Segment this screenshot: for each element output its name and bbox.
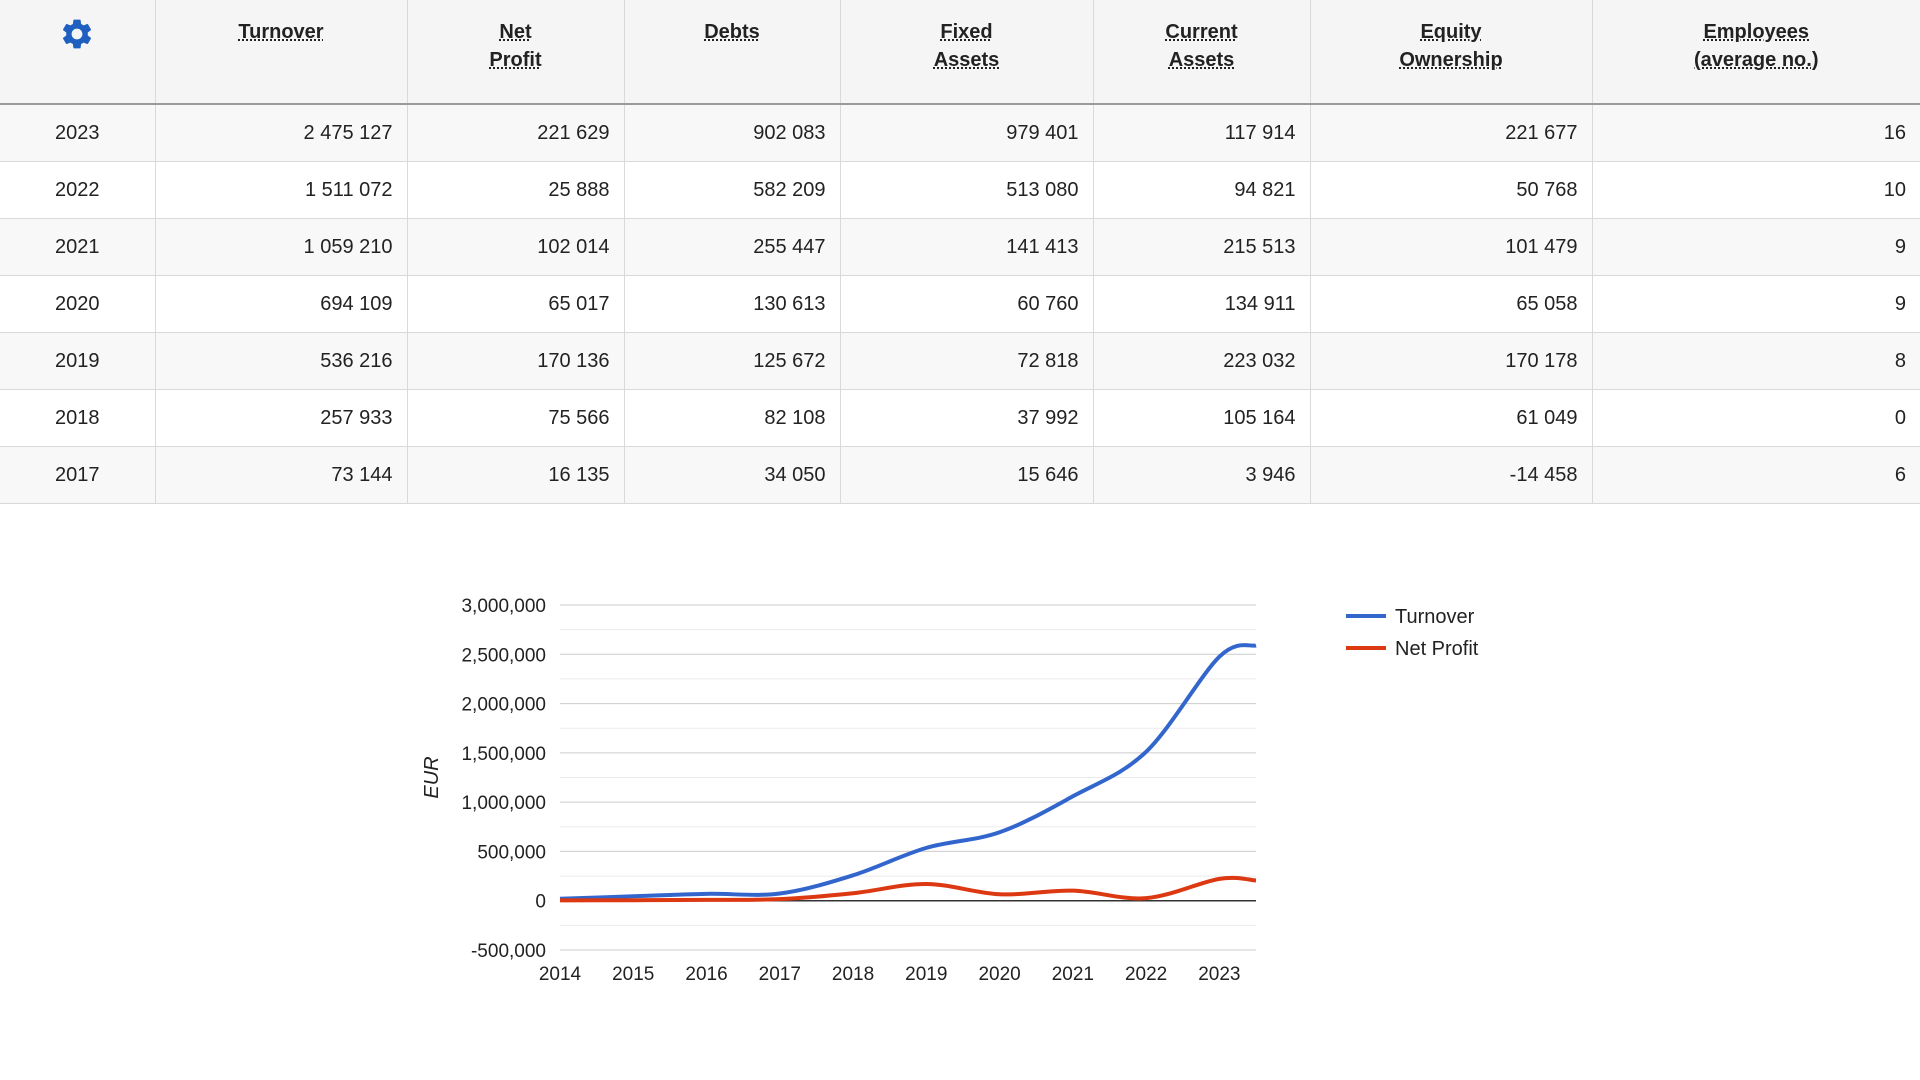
year-cell: 2021: [0, 218, 155, 276]
table-cell: 105 164: [1092, 389, 1310, 447]
year-cell: 2023: [0, 104, 155, 162]
x-tick-label: 2016: [685, 964, 727, 985]
x-tick-label: 2014: [539, 964, 582, 985]
table-cell: 6: [1591, 446, 1920, 504]
col-header-debts[interactable]: Debts: [623, 0, 840, 105]
table-cell: 73 144: [154, 446, 407, 504]
table-cell: 75 566: [406, 389, 624, 447]
table-row: 2022 1 511 072 25 888 582 209 513 080 94 821 5…: [0, 161, 1920, 219]
table-row: 2021 1 059 210 102 014 255 447 141 413 215 51…: [0, 218, 1920, 276]
table-cell: 82 108: [623, 389, 840, 447]
x-tick-label: 2019: [905, 964, 947, 985]
year-cell: 2018: [0, 389, 155, 447]
table-cell: 257 933: [154, 389, 407, 447]
table-row: 2018 257 933 75 566 82 108 37 992 105 164 61 0…: [0, 389, 1920, 447]
y-tick-label: 0: [535, 892, 546, 913]
table-row: 2020 694 109 65 017 130 613 60 760 134 911 65 …: [0, 275, 1920, 333]
legend-label: Net Profit: [1395, 638, 1479, 660]
y-axis-label: EUR: [421, 756, 443, 798]
table-cell: 16 135: [406, 446, 624, 504]
y-tick-label: 1,000,000: [461, 793, 546, 814]
y-tick-label: 1,500,000: [461, 744, 546, 765]
table-cell: 34 050: [623, 446, 840, 504]
table-cell: 9: [1591, 218, 1920, 276]
year-cell: 2022: [0, 161, 155, 219]
table-row: 2019 536 216 170 136 125 672 72 818 223 032 17…: [0, 332, 1920, 390]
col-header-employees[interactable]: Employees (average no.): [1591, 0, 1920, 105]
table-cell: 16: [1591, 104, 1920, 162]
x-tick-label: 2022: [1125, 964, 1167, 985]
y-tick-label: 3,000,000: [461, 596, 546, 617]
table-cell: 255 447: [623, 218, 840, 276]
table-cell: 94 821: [1092, 161, 1310, 219]
table-cell: 117 914: [1092, 104, 1310, 162]
table-cell: 170 136: [406, 332, 624, 390]
col-header-turnover[interactable]: Turnover: [154, 0, 407, 105]
table-cell: -14 458: [1309, 446, 1592, 504]
table-cell: 694 109: [154, 275, 407, 333]
table-cell: 15 646: [839, 446, 1093, 504]
table-body: 2023 2 475 127 221 629 902 083 979 401 117 91…: [0, 104, 1920, 504]
table-cell: 125 672: [623, 332, 840, 390]
x-tick-label: 2017: [759, 964, 801, 985]
table-cell: 8: [1591, 332, 1920, 390]
table-cell: 50 768: [1309, 161, 1592, 219]
y-tick-label: 2,500,000: [461, 645, 546, 666]
table-cell: 221 629: [406, 104, 624, 162]
table-cell: 9: [1591, 275, 1920, 333]
table-cell: 0: [1591, 389, 1920, 447]
col-header-fixed-assets[interactable]: Fixed Assets: [839, 0, 1093, 105]
year-cell: 2020: [0, 275, 155, 333]
x-tick-label: 2018: [832, 964, 874, 985]
col-header-net-profit[interactable]: Net Profit: [406, 0, 624, 105]
table-cell: 979 401: [839, 104, 1093, 162]
table-cell: 72 818: [839, 332, 1093, 390]
table-row: 2023 2 475 127 221 629 902 083 979 401 117 91…: [0, 104, 1920, 162]
y-tick-label: 2,000,000: [461, 695, 546, 716]
table-cell: 65 017: [406, 275, 624, 333]
gear-icon[interactable]: [59, 16, 95, 60]
table-cell: 1 059 210: [154, 218, 407, 276]
table-cell: 1 511 072: [154, 161, 407, 219]
table-cell: 223 032: [1092, 332, 1310, 390]
table-cell: 902 083: [623, 104, 840, 162]
table-cell: 37 992: [839, 389, 1093, 447]
x-tick-label: 2023: [1198, 964, 1240, 985]
table-cell: 141 413: [839, 218, 1093, 276]
series-line-turnover: [559, 643, 1257, 901]
year-cell: 2019: [0, 332, 155, 390]
legend-label: Turnover: [1395, 606, 1475, 628]
table-cell: 215 513: [1092, 218, 1310, 276]
table-cell: 10: [1591, 161, 1920, 219]
x-tick-label: 2021: [1052, 964, 1094, 985]
x-tick-label: 2015: [612, 964, 654, 985]
table-cell: 536 216: [154, 332, 407, 390]
table-cell: 221 677: [1309, 104, 1592, 162]
col-header-current-assets[interactable]: Current Assets: [1092, 0, 1310, 105]
settings-header-cell: [0, 0, 155, 105]
y-tick-label: -500,000: [471, 941, 546, 962]
x-tick-label: 2020: [978, 964, 1020, 985]
table-cell: 101 479: [1309, 218, 1592, 276]
table-row: 2017 73 144 16 135 34 050 15 646 3 946 -14 458…: [0, 446, 1920, 504]
year-cell: 2017: [0, 446, 155, 504]
table-cell: 130 613: [623, 275, 840, 333]
table-cell: 61 049: [1309, 389, 1592, 447]
table-cell: 3 946: [1092, 446, 1310, 504]
table-header: Turnover Net Profit Debts Fixed Assets Cur…: [0, 0, 1920, 105]
table-cell: 513 080: [839, 161, 1093, 219]
table-cell: 102 014: [406, 218, 624, 276]
table-cell: 2 475 127: [154, 104, 407, 162]
y-tick-label: 500,000: [477, 842, 546, 863]
table-cell: 170 178: [1309, 332, 1592, 390]
col-header-equity-ownership[interactable]: Equity Ownership: [1309, 0, 1592, 105]
series-line-net-profit: [559, 875, 1257, 903]
table-cell: 60 760: [839, 275, 1093, 333]
table-cell: 65 058: [1309, 275, 1592, 333]
table-cell: 582 209: [623, 161, 840, 219]
table-cell: 134 911: [1092, 275, 1310, 333]
financial-table: Turnover Net Profit Debts Fixed Assets Cur…: [0, 0, 1920, 504]
table-cell: 25 888: [406, 161, 624, 219]
